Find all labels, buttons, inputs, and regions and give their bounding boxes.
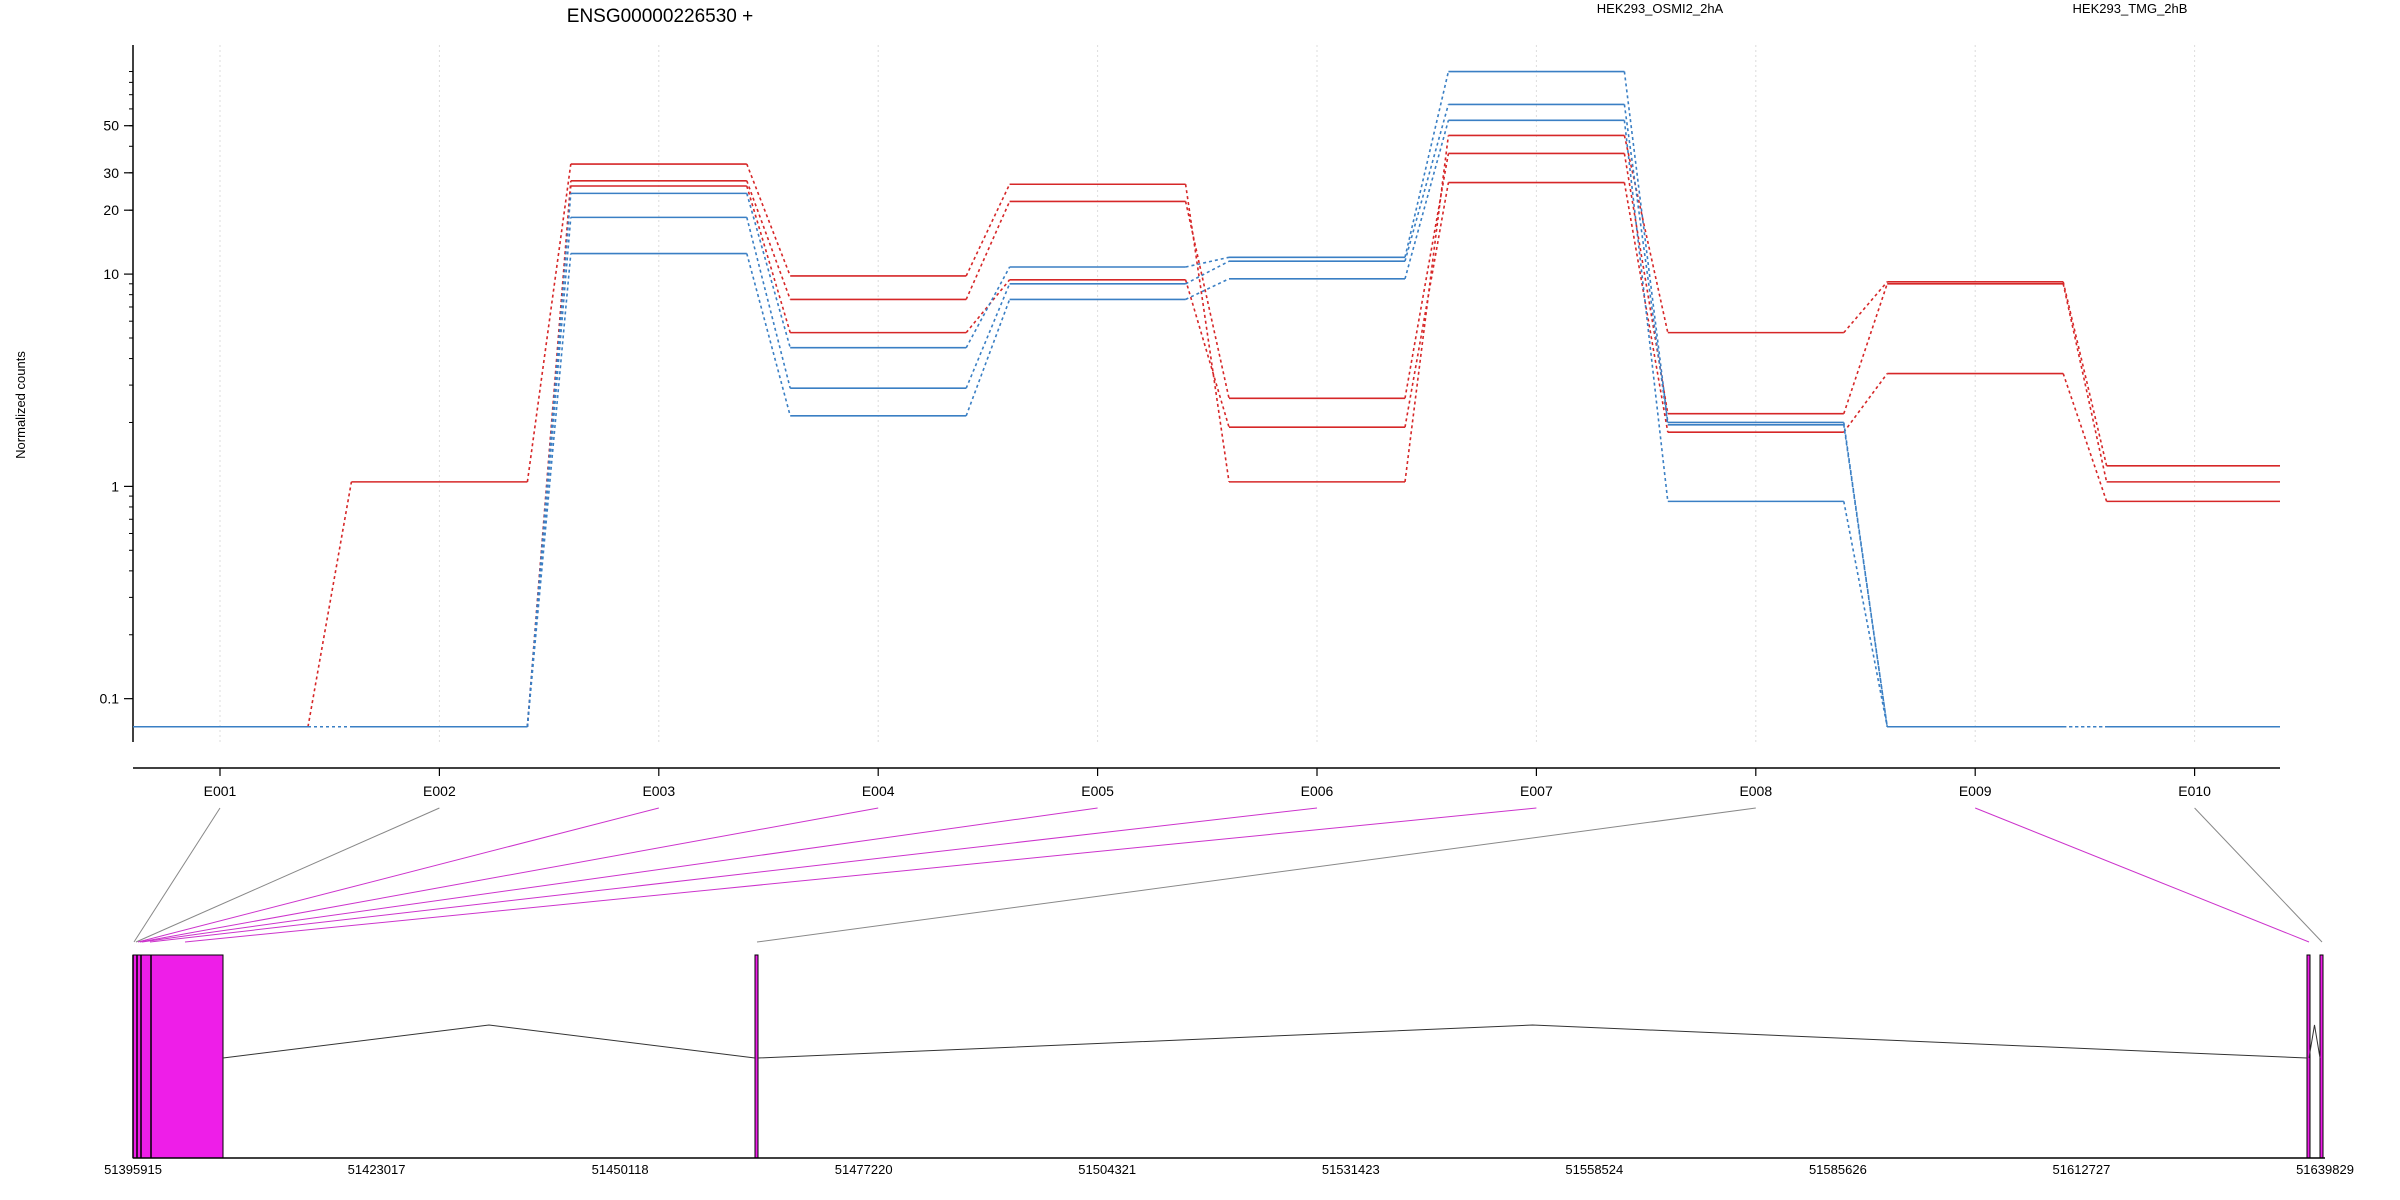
genome-position-label: 51585626 [1809,1162,1867,1177]
genome-axis: 51395915 51423017 51450118 51477220 51504321… [104,1157,2354,1177]
series-connector [1843,283,1888,414]
exon-connector [184,807,1537,943]
series-connector [746,253,791,417]
x-tick-label: E005 [1081,783,1114,799]
series-line [133,119,2280,728]
exon-connector [149,807,1318,943]
x-tick-label: E003 [642,783,675,799]
series-connector [1843,424,1888,727]
gene-model [132,954,2324,1159]
genome-position-label: 51639829 [2296,1162,2354,1177]
exon-connectors [133,807,2323,943]
chart-title: ENSG00000226530 + [567,6,753,27]
y-tick-label: 50 [103,118,119,134]
exon-connector [139,807,879,943]
series-connector [1184,279,1230,428]
exon-block [754,954,759,1159]
series-connector [1185,256,1230,268]
y-tick-label: 20 [103,202,119,218]
exon-block [2319,954,2324,1159]
x-tick-label: E009 [1959,783,1992,799]
series-connector [526,193,572,727]
series-connector [746,185,791,333]
series-connector [1184,201,1230,399]
y-tick-label: 1 [111,478,119,494]
series-connector [526,253,572,727]
genome-position-label: 51558524 [1565,1162,1623,1177]
legend-entry-tmg: HEK293_TMG_2hB [2073,1,2188,16]
x-axis: E001 E002 E003 E004 E005 E006 E007 E008 E009 E010 [133,767,2280,799]
exon-connector [141,807,1098,943]
series-connector [1843,501,1888,727]
x-tick-label: E004 [862,783,895,799]
y-tick-label: 30 [103,165,119,181]
genome-position-label: 51395915 [104,1162,162,1177]
series-connector [746,193,791,348]
exon-block [132,954,224,1159]
exon-connector [135,807,440,943]
intron-line [222,1024,756,1059]
series-connector [2062,281,2108,466]
x-tick-label: E006 [1301,783,1334,799]
series-connector [1623,135,1669,333]
series-connector [965,283,1011,389]
exon-connector [137,807,659,943]
series-connector [1185,278,1230,301]
series-lines [133,70,2280,728]
x-tick-label: E010 [2178,783,2211,799]
series-connector [2062,373,2108,502]
y-tick-label: 10 [103,266,119,282]
genome-position-label: 51450118 [592,1162,649,1177]
series-connector [746,217,791,389]
series-connector [1843,281,1888,334]
exon-connector [756,807,1756,943]
y-axis: 0.1 1 10 20 30 50 [100,45,134,742]
legend-entry-osmi2: HEK293_OSMI2_2hA [1597,1,1724,16]
genome-position-label: 51531423 [1322,1162,1380,1177]
series-connector [746,163,791,277]
series-connector [965,279,1011,334]
y-tick-label: 0.1 [100,691,120,707]
series-connector [965,299,1011,417]
genome-position-label: 51612727 [2053,1162,2111,1177]
series-connector [2062,283,2108,483]
series-connector [1184,184,1230,482]
series-connector [965,183,1011,277]
series-connector [1404,71,1450,258]
x-tick-label: E001 [204,783,237,799]
exon-connector [133,807,221,943]
series-connector [1623,153,1669,414]
y-axis-title: Normalized counts [13,351,28,459]
x-tick-label: E002 [423,783,456,799]
x-tick-label: E008 [1739,783,1772,799]
series-connector [1843,373,1888,433]
series-connector [1185,260,1230,285]
exon-connector [2194,807,2323,943]
intron-line [757,1024,2308,1059]
genome-position-label: 51423017 [348,1162,406,1177]
series-connector [1623,71,1669,423]
grid-lines [219,45,2196,742]
intron-line [2308,1024,2321,1059]
x-tick-label: E007 [1520,783,1553,799]
genome-position-label: 51504321 [1078,1162,1136,1177]
genome-position-label: 51477220 [835,1162,893,1177]
exon-connector [1975,807,2310,943]
series-connector [1623,120,1669,502]
